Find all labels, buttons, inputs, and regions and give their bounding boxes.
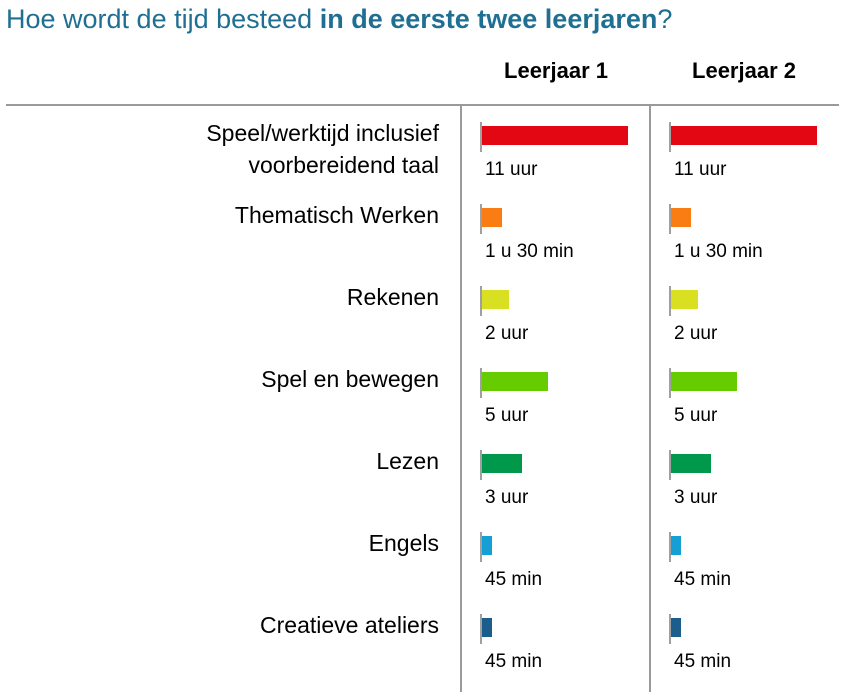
value-label: 5 uur	[674, 405, 718, 426]
title-suffix: ?	[657, 4, 673, 34]
bar-baseline	[480, 450, 482, 480]
bar-leerjaar-1-lezen	[482, 454, 522, 473]
category-label-line: Lezen	[376, 448, 439, 474]
bar-leerjaar-2-engels	[671, 536, 681, 555]
value-label: 3 uur	[674, 487, 718, 508]
category-label-line: Creatieve ateliers	[260, 612, 439, 638]
value-label: 45 min	[674, 651, 732, 672]
category-label-line: Thematisch Werken	[234, 202, 439, 228]
bar-baseline	[669, 450, 671, 480]
bar-leerjaar-2-lezen	[671, 454, 711, 473]
bar-leerjaar-2-spel-en-bewegen	[671, 372, 737, 391]
column-divider-2	[649, 106, 651, 692]
bar-leerjaar-2-creatieve-ateliers	[671, 618, 681, 637]
bar-leerjaar-1-engels	[482, 536, 492, 555]
header-divider	[6, 104, 839, 106]
value-label: 2 uur	[485, 323, 529, 344]
bar-baseline	[480, 614, 482, 644]
category-label-line: Speel/werktijd inclusief	[206, 120, 439, 146]
bar-baseline	[669, 532, 671, 562]
category-label-thematisch-werken: Thematisch Werken	[235, 199, 439, 231]
bar-baseline	[480, 122, 482, 152]
column-divider-1	[460, 106, 462, 692]
value-label: 45 min	[674, 569, 732, 590]
category-label-creatieve-ateliers: Creatieve ateliers	[260, 609, 439, 641]
category-label-speel-werktijd-inclusief-voorbereidend-taal: Speel/werktijd inclusief voorbereidend t…	[206, 117, 439, 181]
bar-baseline	[480, 368, 482, 398]
value-label: 2 uur	[674, 323, 718, 344]
column-header-leerjaar-1: Leerjaar 1	[504, 58, 608, 83]
value-label: 45 min	[485, 651, 543, 672]
bar-leerjaar-1-creatieve-ateliers	[482, 618, 492, 637]
bar-leerjaar-1-speel-werktijd-inclusief-voorbereidend-taal	[482, 126, 628, 145]
category-label-rekenen: Rekenen	[347, 281, 439, 313]
bar-baseline	[480, 532, 482, 562]
bar-baseline	[669, 286, 671, 316]
bar-leerjaar-1-thematisch-werken	[482, 208, 502, 227]
category-label-line: Spel en bewegen	[261, 366, 439, 392]
bar-baseline	[669, 368, 671, 398]
bar-leerjaar-1-spel-en-bewegen	[482, 372, 548, 391]
category-label-spel-en-bewegen: Spel en bewegen	[261, 363, 439, 395]
column-header-leerjaar-2: Leerjaar 2	[692, 58, 796, 83]
value-label: 5 uur	[485, 405, 529, 426]
bar-baseline	[669, 122, 671, 152]
bar-baseline	[669, 614, 671, 644]
value-label: 11 uur	[674, 159, 727, 180]
chart-title: Hoe wordt de tijd besteed in de eerste t…	[6, 4, 672, 35]
bar-leerjaar-2-rekenen	[671, 290, 698, 309]
bar-baseline	[480, 204, 482, 234]
category-label-engels: Engels	[369, 527, 439, 559]
value-label: 11 uur	[485, 159, 538, 180]
bar-leerjaar-2-speel-werktijd-inclusief-voorbereidend-taal	[671, 126, 817, 145]
category-label-line: Engels	[368, 530, 439, 556]
title-bold: in de eerste twee leerjaren	[319, 4, 658, 34]
value-label: 3 uur	[485, 487, 529, 508]
bar-leerjaar-1-rekenen	[482, 290, 509, 309]
value-label: 1 u 30 min	[674, 241, 763, 262]
value-label: 45 min	[485, 569, 543, 590]
category-label-lezen: Lezen	[376, 445, 439, 477]
value-label: 1 u 30 min	[485, 241, 574, 262]
title-prefix: Hoe wordt de tijd besteed	[6, 4, 320, 34]
bar-baseline	[480, 286, 482, 316]
bar-leerjaar-2-thematisch-werken	[671, 208, 691, 227]
category-label-line: Rekenen	[346, 284, 439, 310]
category-label-line: voorbereidend taal	[248, 152, 439, 178]
bar-baseline	[669, 204, 671, 234]
